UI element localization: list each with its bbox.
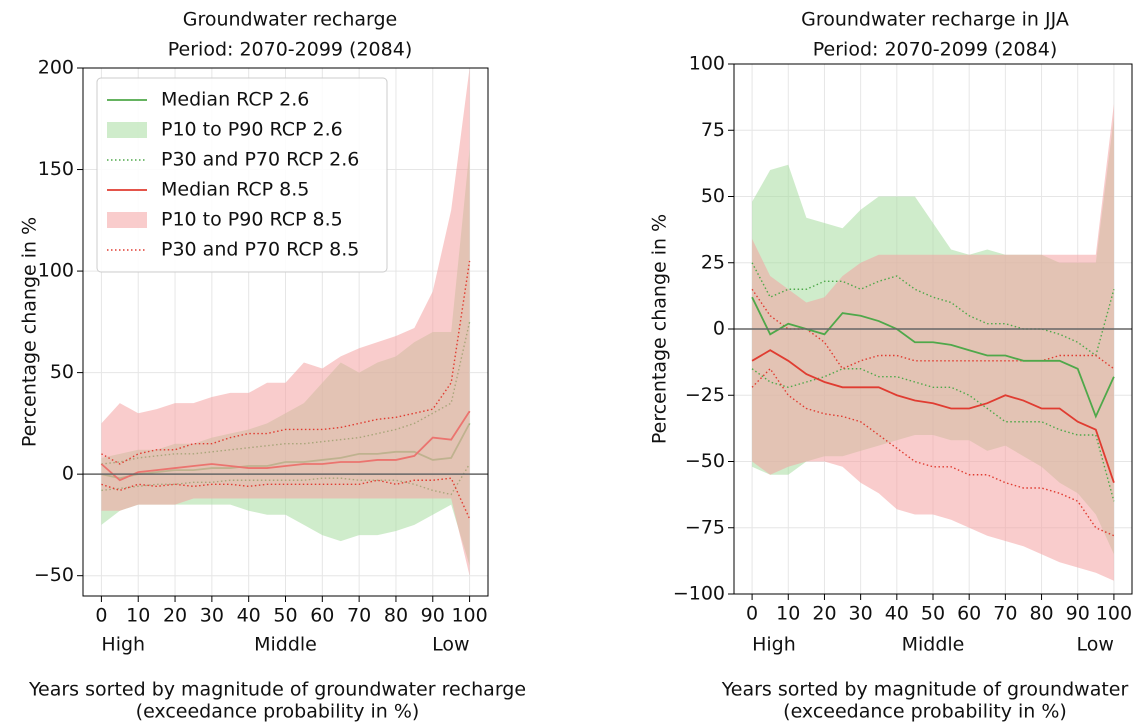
legend-label: Median RCP 2.6: [161, 89, 309, 111]
x-annotation: Middle: [254, 634, 317, 656]
y-axis-label: Percentage change in %: [649, 214, 671, 444]
x-tick-label: 10: [776, 603, 800, 625]
x-tick-label: 50: [921, 603, 945, 625]
x-tick-label: 70: [347, 605, 371, 627]
y-tick-label: 0: [62, 463, 74, 485]
x-tick-label: 40: [885, 603, 909, 625]
x-tick-label: 10: [126, 605, 150, 627]
x-tick-label: 60: [310, 605, 334, 627]
y-tick-label: 100: [689, 53, 725, 75]
x-tick-label: 60: [957, 603, 981, 625]
x-tick-label: 0: [746, 603, 758, 625]
x-annotation: High: [101, 634, 145, 656]
y-tick-label: 100: [38, 260, 74, 282]
y-tick-label: 50: [50, 361, 74, 383]
legend-box: [96, 77, 388, 273]
plot-area: [751, 103, 1115, 581]
y-tick-label: −100: [673, 583, 725, 605]
legend-label: P30 and P70 RCP 8.5: [161, 239, 359, 261]
legend-label: Median RCP 8.5: [161, 179, 309, 201]
percentile-line: [101, 260, 471, 465]
x-tick-label: 80: [384, 605, 408, 627]
x-annotation: Low: [432, 634, 469, 656]
legend: Median RCP 2.6 P10 to P90 RCP 2.6 P30 and …: [96, 77, 388, 273]
x-tick-label: 70: [993, 603, 1017, 625]
x-tick-label: 20: [812, 603, 836, 625]
y-tick-label: 150: [38, 158, 74, 180]
x-axis-label-note: (exceedance probability in %): [783, 701, 1067, 723]
chart-title: Groundwater recharge in JJA: [801, 9, 1069, 31]
x-tick-label: 30: [200, 605, 224, 627]
legend-swatch: [107, 212, 147, 228]
band: [101, 68, 470, 576]
y-tick-label: 0: [713, 318, 725, 340]
x-axis-label-note: (exceedance probability in %): [136, 701, 420, 723]
chart-title: Groundwater recharge: [183, 9, 398, 31]
x-annotation: Low: [1076, 634, 1113, 656]
chart-subtitle: Period: 2070-2099 (2084): [813, 39, 1057, 61]
x-tick-label: 40: [237, 605, 261, 627]
x-tick-label: 100: [451, 605, 487, 627]
plot-area: [100, 68, 471, 576]
y-tick-label: 75: [701, 119, 725, 141]
legend-label: P10 to P90 RCP 8.5: [161, 209, 343, 231]
x-tick-label: 0: [95, 605, 107, 627]
x-tick-label: 80: [1029, 603, 1053, 625]
percentile-line: [751, 368, 1115, 502]
x-annotation: Middle: [902, 634, 965, 656]
x-annotation: High: [752, 634, 796, 656]
x-tick-label: 30: [849, 603, 873, 625]
median-line: [751, 296, 1115, 419]
panel: Groundwater recharge in JJA Period: 2070-…: [649, 9, 1133, 723]
y-tick-label: −50: [34, 564, 74, 586]
y-tick-label: −75: [685, 516, 725, 538]
percentile-line: [751, 288, 1115, 370]
y-tick-label: 50: [701, 185, 725, 207]
y-tick-label: −50: [685, 450, 725, 472]
axes-frame: [82, 67, 489, 597]
x-tick-label: 20: [163, 605, 187, 627]
panel: Groundwater recharge Period: 2070-2099 (2…: [19, 9, 527, 723]
y-tick-label: −25: [685, 384, 725, 406]
x-axis-label: Years sorted by magnitude of groundwater…: [28, 679, 526, 701]
axes-frame: [733, 63, 1133, 595]
chart-subtitle: Period: 2070-2099 (2084): [168, 39, 412, 61]
median-line: [751, 349, 1115, 483]
y-tick-label: 200: [38, 57, 74, 79]
legend-label: P10 to P90 RCP 2.6: [161, 119, 343, 141]
y-tick-label: 25: [701, 251, 725, 273]
x-tick-label: 90: [1066, 603, 1090, 625]
x-axis-label: Years sorted by magnitude of groundwater: [721, 679, 1129, 701]
x-tick-label: 100: [1096, 603, 1132, 625]
x-tick-label: 50: [273, 605, 297, 627]
legend-swatch: [107, 122, 147, 138]
legend-label: P30 and P70 RCP 2.6: [161, 149, 359, 171]
y-axis-label: Percentage change in %: [19, 217, 41, 447]
x-tick-label: 90: [421, 605, 445, 627]
